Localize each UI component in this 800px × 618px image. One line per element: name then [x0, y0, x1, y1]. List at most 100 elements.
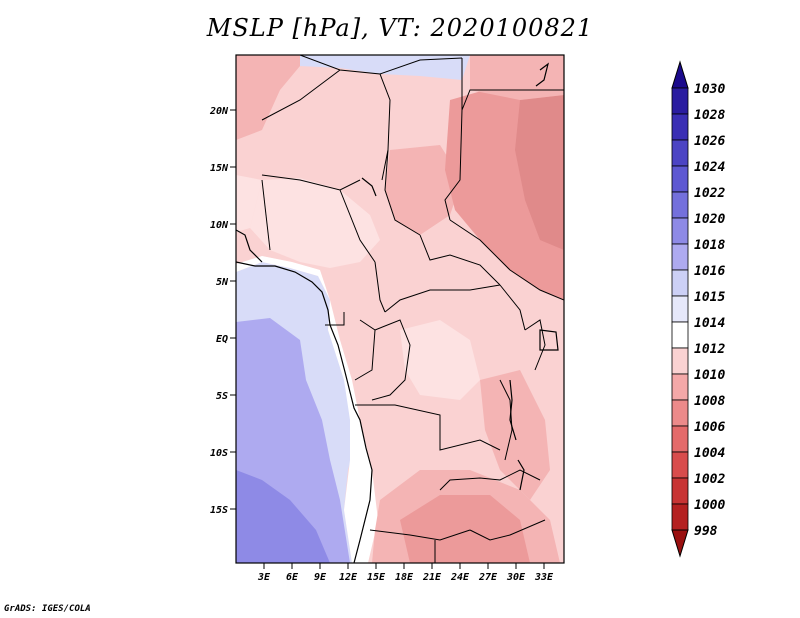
- border-niger-chad: [384, 149, 421, 236]
- pressure-field: [236, 55, 564, 563]
- lake-tanganyika: [509, 379, 517, 441]
- border-west-africa: [261, 174, 361, 191]
- lon-label-12e: 12E: [339, 572, 358, 583]
- atlantic-coastline: [236, 261, 373, 563]
- colorbar-segment: [671, 165, 689, 193]
- border-algeria-niger: [299, 55, 391, 181]
- libya-low-zone: [470, 55, 564, 100]
- colorbar: 1030 1028 1026 1024 1022 1020 1018 1016 1015 1014…: [671, 60, 725, 558]
- colorbar-label: 1012: [694, 342, 725, 357]
- border-mali-algeria: [261, 69, 341, 121]
- border-sudan-ethiopia: [449, 219, 564, 301]
- colorbar-segment: [671, 191, 689, 219]
- border-south-sudan: [499, 284, 526, 331]
- lat-label-5n: 5N: [216, 277, 229, 288]
- west-africa-light-zone: [250, 178, 380, 268]
- colorbar-label: 1018: [694, 238, 725, 253]
- grads-credit: GrADS: IGES/COLA: [4, 604, 91, 614]
- border-chad-sudan: [444, 109, 463, 221]
- colorbar-segment: [671, 347, 689, 375]
- lat-label-20n: 20N: [209, 106, 229, 117]
- colorbar-segment: [671, 243, 689, 271]
- colorbar-segment: [671, 139, 689, 167]
- border-car-north: [419, 234, 501, 286]
- lat-label-10n: 10N: [210, 220, 229, 231]
- colorbar-label: 1026: [694, 134, 725, 149]
- colorbar-top-arrow: [671, 60, 689, 89]
- lon-label-27e: 27E: [478, 572, 498, 583]
- colorbar-label: 1010: [694, 368, 725, 383]
- longitude-axis: 3E 6E 9E 12E 15E 18E 21E 24E 27E 30E 33E: [257, 563, 554, 583]
- colorbar-segment: [671, 321, 689, 349]
- colorbar-label: 1008: [694, 394, 725, 409]
- border-namibia-angola: [369, 529, 471, 541]
- colorbar-label: 1015: [694, 290, 725, 305]
- northwest-low-zone: [236, 55, 300, 140]
- lat-label-5s: 5S: [216, 391, 228, 402]
- colorbar-segment: [671, 425, 689, 453]
- border-uganda-kenya: [524, 319, 546, 371]
- colorbar-segment: [671, 295, 689, 323]
- lat-label-10s: 10S: [210, 448, 228, 459]
- latitude-axis: 20N 15N 10N 5N EQ 5S 10S 15S: [209, 106, 236, 516]
- colorbar-label: 1016: [694, 264, 725, 279]
- colorbar-label: 1000: [694, 498, 725, 513]
- colorbar-labels: 1030 1028 1026 1024 1022 1020 1018 1016 1015 1014…: [694, 82, 725, 539]
- coastal-light-zone: [236, 175, 262, 232]
- border-ghana-togo: [261, 179, 271, 251]
- border-congo-gabon: [354, 319, 376, 381]
- colorbar-segment: [671, 477, 689, 505]
- border-angola-drc: [355, 404, 501, 451]
- colorbar-segment: [671, 451, 689, 479]
- colorbar-bottom-arrow: [671, 529, 689, 558]
- colorbar-segment: [671, 399, 689, 427]
- colorbar-label: 1002: [694, 472, 725, 487]
- lat-label-eq: EQ: [216, 334, 228, 345]
- lat-label-15n: 15N: [210, 163, 229, 174]
- border-nigeria-niger: [339, 189, 376, 263]
- ocean-deep-zone: [236, 470, 330, 563]
- lon-label-21e: 21E: [422, 572, 442, 583]
- congo-light-zone: [400, 320, 480, 400]
- lon-label-9e: 9E: [314, 572, 327, 583]
- colorbar-segment: [671, 373, 689, 401]
- coastal-neutral-band: [236, 256, 378, 563]
- lon-label-24e: 24E: [450, 572, 470, 583]
- colorbar-label: 1006: [694, 420, 725, 435]
- border-equatorial-guinea: [325, 312, 345, 326]
- lat-label-15s: 15S: [210, 505, 228, 516]
- lon-label-3e: 3E: [257, 572, 271, 583]
- colorbar-segments: [671, 87, 689, 531]
- plot-frame: [235, 54, 565, 564]
- colorbar-label: 1014: [694, 316, 725, 331]
- colorbar-segment: [671, 217, 689, 245]
- colorbar-segment: [671, 269, 689, 297]
- lake-malawi: [517, 459, 525, 491]
- sahara-light-zone: [300, 55, 470, 80]
- colorbar-label: 1004: [694, 446, 725, 461]
- lon-label-15e: 15E: [367, 572, 386, 583]
- colorbar-segment: [671, 113, 689, 141]
- colorbar-label: 998: [694, 524, 718, 539]
- border-zimbabwe: [469, 519, 546, 541]
- border-congo-drc: [371, 319, 411, 401]
- lon-label-33e: 33E: [534, 572, 554, 583]
- colorbar-segment: [671, 503, 689, 531]
- lon-label-30e: 30E: [506, 572, 526, 583]
- colorbar-segment: [671, 87, 689, 115]
- colorbar-label: 1022: [694, 186, 725, 201]
- lake-victoria: [539, 329, 559, 351]
- sinai-outline: [535, 62, 549, 87]
- chad-low-zone: [385, 145, 462, 235]
- southern-deep-low-zone: [400, 495, 530, 563]
- coastline: [236, 62, 559, 563]
- colorbar-label: 1024: [694, 160, 725, 175]
- sudan-deep-low-zone: [515, 95, 564, 250]
- border-egypt-sudan: [461, 89, 564, 111]
- west-coastline: [236, 229, 263, 263]
- border-cameroon: [374, 261, 386, 313]
- colorbar-label: 1028: [694, 108, 725, 123]
- border-libya-niger: [379, 57, 463, 75]
- border-car-south: [384, 284, 501, 313]
